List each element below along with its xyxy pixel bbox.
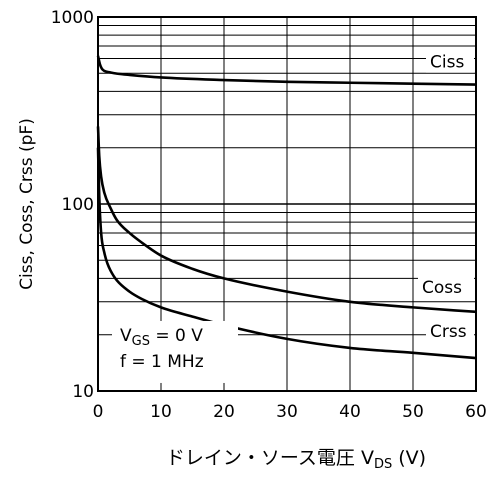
x-tick-label: 60: [465, 402, 487, 422]
series-label-crss: Crss: [430, 322, 467, 342]
x-tick-label: 10: [150, 402, 172, 422]
x-tick-label: 50: [402, 402, 424, 422]
condition-freq: f = 1 MHz: [120, 352, 204, 372]
x-tick-label: 20: [213, 402, 235, 422]
y-axis-label: Ciss, Coss, Crss (pF): [17, 118, 37, 290]
series-label-bg: [426, 320, 474, 343]
series-line-crss: [96, 147, 477, 360]
x-tick-label: 30: [276, 402, 298, 422]
series-label-coss: Coss: [422, 278, 462, 298]
series-label-ciss: Ciss: [430, 53, 464, 73]
series-line-ciss: [96, 55, 477, 86]
x-axis-label-main: ドレイン・ソース電圧: [166, 447, 361, 469]
y-tick-label: 100: [62, 195, 94, 215]
series-label-bg: [418, 275, 474, 298]
y-tick-label: 1000: [51, 8, 94, 28]
series-line-coss: [96, 126, 477, 314]
series-labels: Ciss Coss Crss: [418, 50, 474, 343]
x-axis-label-sub: DS: [374, 457, 392, 472]
condition-vgs: VGS = 0 V: [120, 326, 203, 349]
x-tick-label: 0: [93, 402, 104, 422]
conditions-bg: [112, 320, 238, 383]
y-tick-label: 10: [72, 382, 94, 402]
plot-frame: [97, 16, 477, 392]
series-label-bg: [426, 50, 474, 73]
x-axis-label-var: V: [361, 447, 374, 469]
conditions-box: VGS = 0 V f = 1 MHz: [112, 320, 238, 383]
x-axis-label: ドレイン・ソース電圧 VDS (V): [166, 447, 426, 472]
x-axis-label-unit: (V): [392, 447, 426, 469]
x-tick-label: 40: [339, 402, 361, 422]
series-lines: [96, 55, 477, 360]
